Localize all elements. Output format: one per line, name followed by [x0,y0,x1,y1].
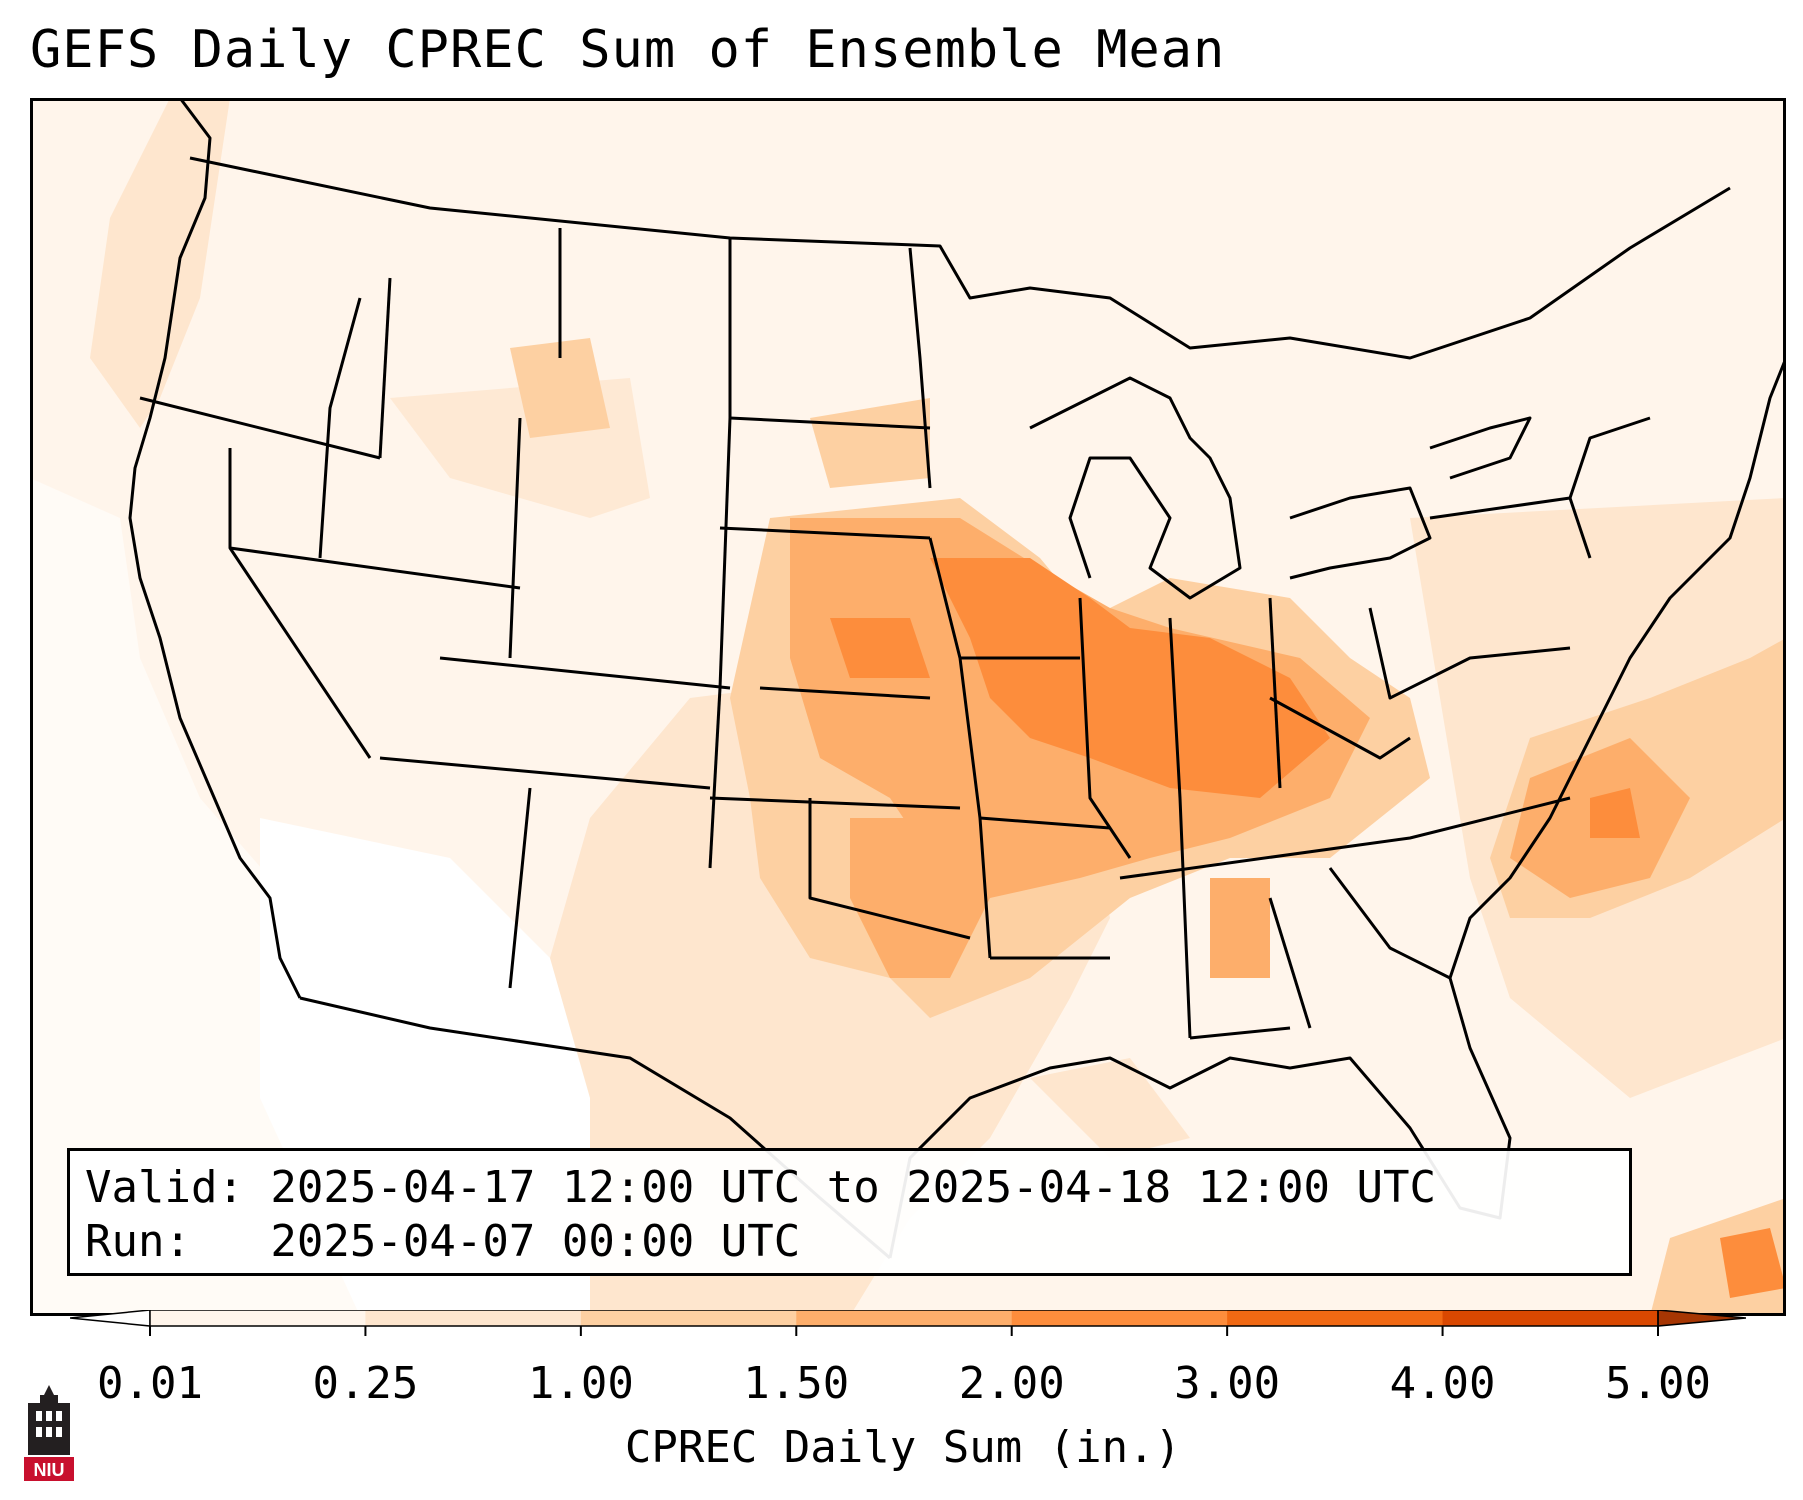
gulf-coast [888,357,1786,1259]
colorbar-tick-label: 4.00 [1389,1358,1496,1409]
map-boundaries [128,98,1786,1260]
colorbar-tick-label: 1.50 [743,1358,850,1409]
west-coast-outline [128,98,302,999]
colorbar-tick-label: 0.01 [97,1358,203,1409]
colorbar-segment [365,1310,582,1326]
colorbar-segment [1227,1310,1444,1326]
run-time-text: Run: 2025-04-07 00:00 UTC [85,1216,801,1267]
valid-run-info-box: Valid: 2025-04-17 12:00 UTC to 2025-04-1… [67,1148,1632,1276]
colorbar-segment [1011,1310,1228,1326]
map-title: GEFS Daily CPREC Sum of Ensemble Mean [30,20,1226,80]
precip-shading-intense [830,558,1786,1298]
precipitation-map [30,98,1786,1316]
colorbar-segment [796,1310,1013,1326]
colorbar-over-arrow [1657,1310,1746,1327]
colorbar-segment [1442,1310,1659,1326]
niu-logo: NIU [24,1385,74,1481]
colorbar-tick-label: 2.00 [958,1358,1065,1409]
colorbar-tick-label: 0.25 [312,1358,419,1409]
colorbar-under-arrow [70,1310,151,1327]
colorbar-tick-label: 1.00 [527,1358,634,1409]
building-icon [28,1385,70,1455]
logo-text: NIU [34,1460,65,1480]
colorbar-tick-label: 5.00 [1605,1358,1711,1409]
colorbar-frame [149,1310,1659,1327]
colorbar-segment [150,1310,366,1326]
colorbar-label: CPREC Daily Sum (in.) [624,1422,1182,1473]
valid-time-text: Valid: 2025-04-17 12:00 UTC to 2025-04-1… [85,1162,1437,1213]
colorbar [70,1310,1746,1336]
great-lakes-outline [1029,376,1242,600]
colorbar-segment [580,1310,797,1326]
colorbar-tick-label: 3.00 [1174,1358,1281,1409]
